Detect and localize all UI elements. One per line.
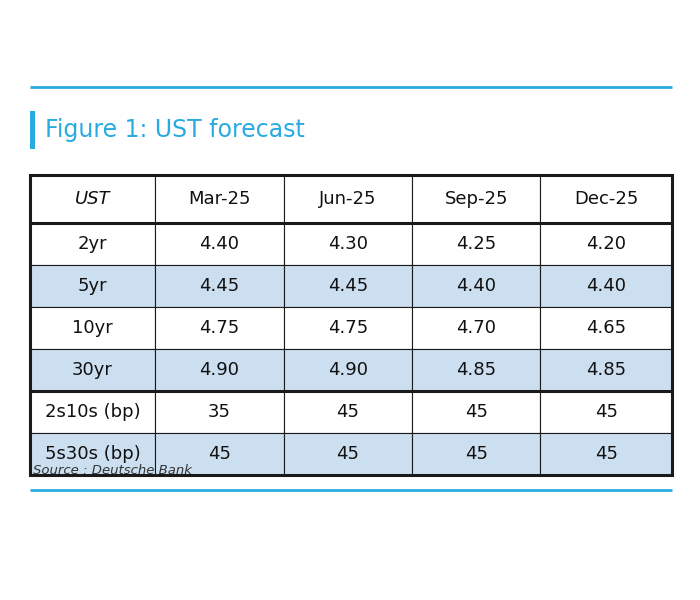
Bar: [30, 223, 155, 265]
Bar: [30, 307, 155, 349]
Text: Jun-25: Jun-25: [319, 190, 377, 208]
Bar: [155, 433, 284, 475]
Bar: [155, 391, 284, 433]
Bar: [412, 391, 540, 433]
Bar: [412, 307, 540, 349]
Bar: [155, 175, 284, 223]
Bar: [284, 349, 412, 391]
Text: Dec-25: Dec-25: [574, 190, 638, 208]
Bar: [284, 391, 412, 433]
Bar: [30, 111, 35, 149]
Text: 35: 35: [208, 403, 231, 421]
Text: 10yr: 10yr: [72, 319, 113, 337]
Text: 4.25: 4.25: [456, 235, 496, 253]
Text: 45: 45: [595, 403, 617, 421]
Text: 4.45: 4.45: [199, 277, 239, 295]
Text: 4.70: 4.70: [456, 319, 496, 337]
Text: 5s30s (bp): 5s30s (bp): [45, 445, 141, 463]
Bar: [30, 349, 155, 391]
Text: 2yr: 2yr: [78, 235, 107, 253]
Text: 4.90: 4.90: [328, 361, 368, 379]
Text: 45: 45: [465, 445, 488, 463]
Bar: [155, 349, 284, 391]
Text: 45: 45: [595, 445, 617, 463]
Text: 45: 45: [208, 445, 231, 463]
Text: 4.85: 4.85: [456, 361, 496, 379]
Bar: [540, 223, 672, 265]
Text: Sep-25: Sep-25: [444, 190, 508, 208]
Bar: [30, 265, 155, 307]
Text: 4.30: 4.30: [328, 235, 368, 253]
Bar: [412, 433, 540, 475]
Text: 45: 45: [336, 403, 359, 421]
Bar: [284, 433, 412, 475]
Bar: [540, 175, 672, 223]
Bar: [30, 175, 155, 223]
Bar: [412, 349, 540, 391]
Bar: [155, 223, 284, 265]
Text: 4.45: 4.45: [328, 277, 368, 295]
Text: 45: 45: [465, 403, 488, 421]
Bar: [412, 265, 540, 307]
Text: 45: 45: [336, 445, 359, 463]
Bar: [284, 175, 412, 223]
Text: 2s10s (bp): 2s10s (bp): [45, 403, 141, 421]
Text: 4.65: 4.65: [586, 319, 626, 337]
Text: Mar-25: Mar-25: [188, 190, 251, 208]
Bar: [284, 265, 412, 307]
Text: 4.40: 4.40: [199, 235, 239, 253]
Bar: [155, 265, 284, 307]
Text: 4.75: 4.75: [328, 319, 368, 337]
Bar: [155, 307, 284, 349]
Bar: [412, 223, 540, 265]
Bar: [30, 391, 155, 433]
Text: Figure 1: UST forecast: Figure 1: UST forecast: [45, 118, 305, 142]
Text: 4.40: 4.40: [586, 277, 626, 295]
Text: 5yr: 5yr: [78, 277, 107, 295]
Text: 4.40: 4.40: [456, 277, 496, 295]
Text: 4.20: 4.20: [586, 235, 626, 253]
Text: 4.85: 4.85: [586, 361, 626, 379]
Bar: [540, 265, 672, 307]
Text: UST: UST: [75, 190, 111, 208]
Bar: [540, 349, 672, 391]
Text: 30yr: 30yr: [72, 361, 113, 379]
Bar: [540, 433, 672, 475]
Bar: [540, 391, 672, 433]
Bar: [284, 307, 412, 349]
Bar: [284, 223, 412, 265]
Text: 4.75: 4.75: [199, 319, 239, 337]
Bar: [540, 307, 672, 349]
Bar: [412, 175, 540, 223]
Text: Source : Deutsche Bank: Source : Deutsche Bank: [33, 463, 192, 476]
Text: 4.90: 4.90: [199, 361, 239, 379]
Bar: [30, 433, 155, 475]
Bar: [30, 175, 672, 475]
